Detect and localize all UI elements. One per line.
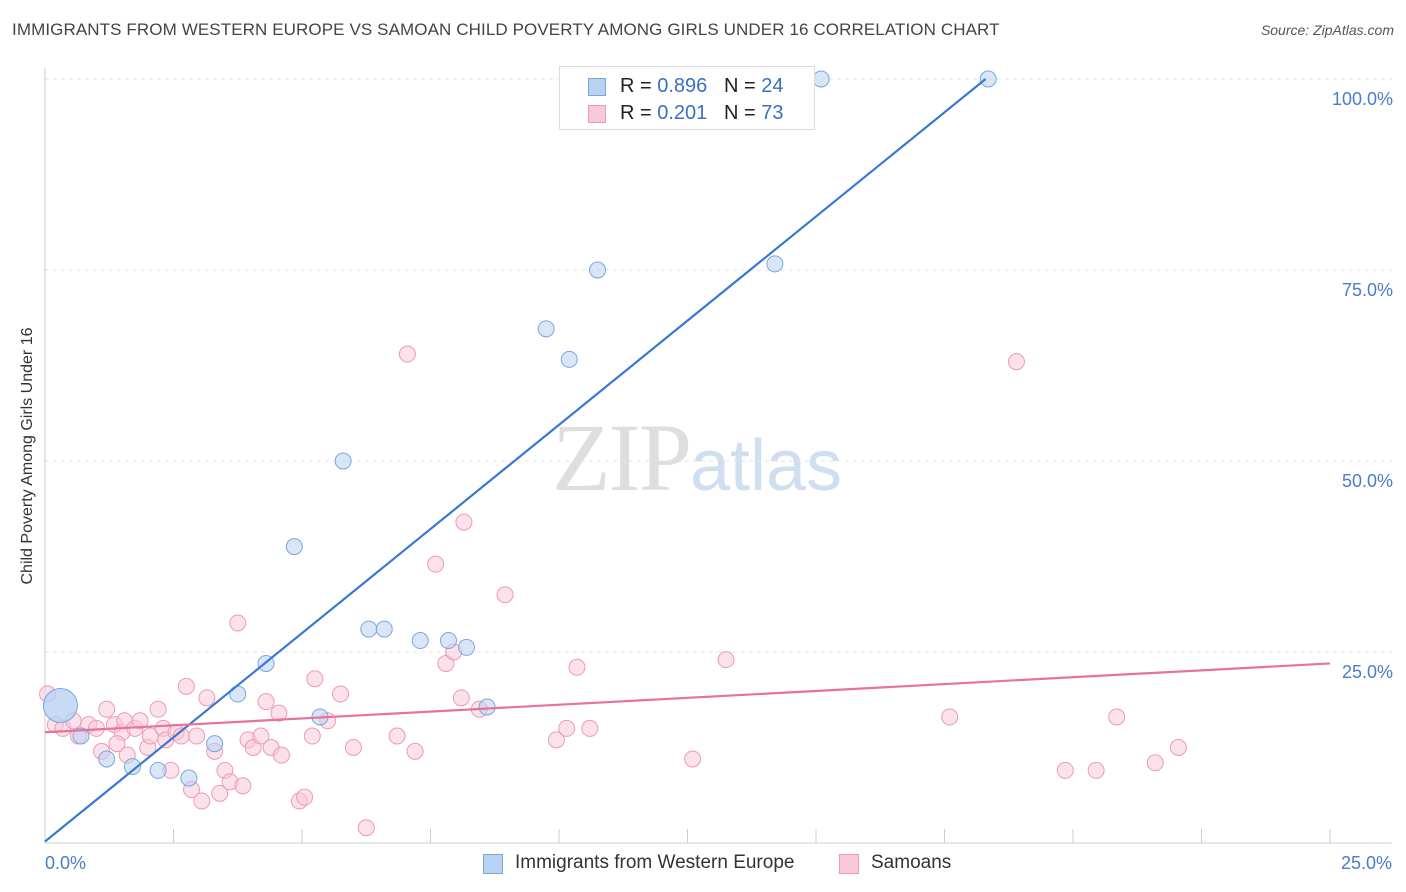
point-pink-69	[1108, 708, 1126, 726]
legend-swatch-immigrants	[483, 854, 503, 874]
point-pink-37	[257, 693, 275, 711]
legend-label-samoans: Samoans	[871, 852, 952, 873]
point-pink-65	[941, 708, 959, 726]
point-blue-5	[180, 769, 198, 787]
point-blue-14	[411, 632, 429, 650]
point-pink-47	[344, 739, 362, 756]
trend-line-pink	[44, 662, 1331, 734]
legend-text-pink: R = 0.201 N = 73	[620, 102, 784, 124]
point-pink-62	[581, 719, 599, 737]
point-pink-42	[296, 788, 314, 806]
point-pink-55	[452, 689, 470, 707]
point-pink-44	[306, 670, 324, 688]
point-blue-17	[478, 698, 496, 716]
point-blue-0	[42, 687, 78, 723]
point-blue-18	[537, 320, 555, 338]
point-blue-3	[123, 758, 141, 776]
trend-lines	[44, 78, 1331, 843]
axes	[44, 68, 1392, 844]
x-tick-label-right: 25.0%	[1341, 853, 1392, 873]
point-pink-67	[1056, 761, 1074, 779]
point-pink-58	[496, 586, 514, 604]
chart-title: IMMIGRANTS FROM WESTERN EUROPE VS SAMOAN…	[12, 20, 1000, 39]
point-pink-36	[252, 727, 270, 745]
point-pink-68	[1087, 761, 1105, 779]
point-blue-1	[72, 727, 90, 745]
point-pink-14	[131, 712, 149, 730]
gridlines	[45, 78, 1392, 653]
point-pink-70	[1146, 754, 1164, 772]
point-pink-25	[188, 727, 206, 745]
point-pink-32	[229, 614, 247, 632]
point-pink-27	[198, 689, 216, 707]
x-tick-label-left: 0.0%	[45, 853, 86, 873]
point-blue-21	[766, 255, 784, 273]
point-blue-9	[285, 538, 303, 556]
watermark: ZIPatlas	[552, 402, 842, 513]
source-credit: Source: ZipAtlas.com	[1260, 22, 1394, 38]
correlation-legend: R = 0.896 N = 24 R = 0.201 N = 73	[559, 66, 815, 130]
point-pink-17	[149, 700, 167, 718]
point-pink-71	[1169, 739, 1187, 756]
point-pink-8	[98, 700, 116, 718]
legend-swatch-samoans	[839, 854, 859, 874]
point-blue-6	[206, 735, 224, 753]
point-blue-2	[98, 750, 116, 768]
point-pink-64	[717, 651, 735, 669]
point-pink-40	[272, 746, 290, 764]
y-tick-label-25: 25.0%	[1342, 662, 1393, 682]
trend-line-blue	[44, 78, 987, 843]
legend-swatch-blue	[588, 78, 606, 96]
point-pink-46	[332, 685, 350, 703]
legend-swatch-pink	[588, 105, 606, 123]
y-tick-label-75: 75.0%	[1342, 280, 1393, 300]
point-pink-51	[406, 742, 424, 760]
legend-text-blue: R = 0.896 N = 24	[620, 75, 784, 97]
point-blue-19	[560, 350, 578, 368]
point-pink-60	[558, 719, 576, 737]
series-samoans	[39, 345, 1187, 837]
point-blue-4	[149, 761, 167, 779]
point-pink-23	[177, 677, 195, 695]
point-blue-16	[457, 638, 475, 656]
point-pink-56	[455, 513, 473, 531]
tick-labels: 25.0% 50.0% 75.0% 100.0% 0.0% 25.0%	[45, 89, 1393, 873]
y-tick-label-50: 50.0%	[1342, 471, 1393, 491]
point-pink-39	[270, 704, 288, 722]
point-pink-61	[568, 658, 586, 676]
point-pink-50	[398, 345, 416, 363]
point-pink-48	[357, 819, 375, 837]
point-pink-43	[303, 727, 321, 745]
point-pink-29	[211, 784, 229, 802]
y-tick-label-100: 100.0%	[1332, 89, 1393, 109]
point-blue-20	[589, 261, 607, 279]
point-blue-23	[979, 70, 997, 88]
point-pink-63	[684, 750, 702, 768]
point-pink-33	[234, 777, 252, 795]
point-pink-59	[547, 731, 565, 749]
watermark-zip: ZIP	[552, 404, 692, 511]
watermark-atlas: atlas	[690, 426, 843, 506]
point-pink-49	[388, 727, 406, 745]
point-blue-22	[812, 70, 830, 88]
point-pink-26	[193, 792, 211, 810]
point-blue-13	[375, 620, 393, 638]
point-pink-72	[108, 735, 126, 753]
point-blue-11	[334, 452, 352, 470]
point-blue-15	[439, 632, 457, 650]
legend-label-immigrants: Immigrants from Western Europe	[515, 852, 795, 873]
point-pink-52	[427, 555, 445, 573]
point-pink-66	[1007, 353, 1025, 371]
point-blue-12	[360, 620, 378, 638]
